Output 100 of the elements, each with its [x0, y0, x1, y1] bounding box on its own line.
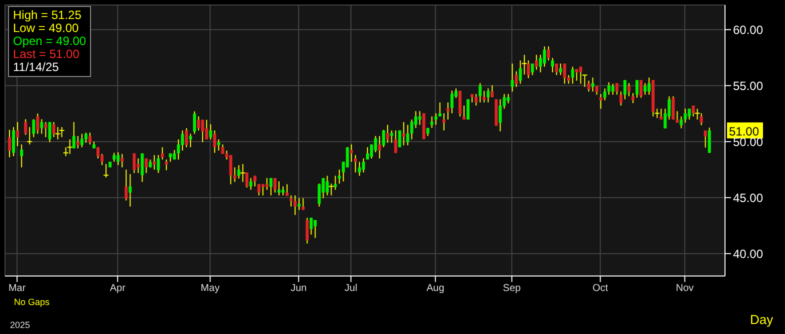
candlestick: [193, 110, 196, 134]
candlestick: [354, 154, 357, 173]
candlestick: [510, 63, 514, 92]
candlestick: [120, 153, 124, 168]
candlestick: [599, 94, 602, 110]
y-tick-label: 60.00: [733, 22, 764, 37]
candlestick: [290, 194, 293, 208]
candlestick: [547, 46, 550, 61]
candlestick: [88, 132, 92, 145]
annotation: High = 51.25: [13, 8, 82, 22]
candlestick: [84, 132, 88, 144]
candlestick: [233, 166, 236, 182]
text: 2025: [10, 320, 30, 330]
annotation: Open = 49.00: [13, 34, 86, 48]
x-tick-label: Sep: [502, 283, 522, 294]
y-tick-label: 40.00: [733, 246, 764, 261]
candlestick: [310, 217, 313, 236]
candlestick: [474, 94, 478, 106]
candlestick: [48, 122, 52, 143]
candlestick: [591, 77, 594, 92]
candlestick: [273, 178, 276, 194]
candlestick: [132, 152, 136, 174]
candlestick: [197, 116, 200, 131]
candlestick: [410, 119, 414, 140]
candlestick: [314, 220, 317, 238]
candlestick: [619, 91, 622, 106]
candlestick: [434, 112, 438, 126]
candlestick: [20, 144, 24, 168]
candlestick: [478, 82, 482, 103]
candlestick: [446, 102, 450, 120]
candlestick: [302, 198, 305, 210]
candlestick: [542, 46, 546, 68]
candlestick: [486, 88, 490, 103]
candlestick: [184, 128, 188, 148]
candlestick: [623, 80, 626, 100]
candlestick: [640, 80, 643, 98]
candlestick: [374, 136, 378, 153]
x-tick-label: Nov: [676, 283, 694, 294]
candlestick: [506, 94, 510, 104]
annotation: 11/14/25: [13, 60, 60, 74]
candlestick: [555, 63, 558, 76]
candlestick: [269, 178, 272, 196]
candlestick: [418, 110, 422, 126]
candlestick: [217, 138, 220, 152]
annotation: Low = 49.00: [13, 21, 80, 35]
x-tick-label: Aug: [426, 283, 444, 294]
candlestick: [534, 54, 538, 70]
candlestick: [40, 118, 44, 134]
candlestick: [80, 133, 84, 148]
candlestick: [36, 113, 40, 134]
candlestick: [156, 154, 160, 174]
annotation: Last = 51.00: [13, 47, 80, 61]
candlestick: [635, 80, 638, 98]
candlestick: [265, 178, 268, 190]
candlestick: [209, 124, 212, 140]
candlestick: [648, 77, 651, 96]
candlestick: [257, 184, 260, 196]
candlestick: [136, 158, 140, 174]
text: No Gaps: [14, 297, 50, 307]
candlestick: [12, 126, 16, 157]
candlestick: [366, 146, 369, 160]
candlestick: [708, 127, 711, 154]
candlestick: [607, 82, 610, 96]
candlestick: [563, 63, 566, 84]
x-tick-label: Mar: [8, 283, 26, 294]
candlestick: [402, 122, 406, 146]
candlestick: [438, 102, 442, 117]
x-tick-label: May: [200, 283, 220, 294]
candlestick: [229, 154, 232, 185]
candlestick: [189, 133, 192, 148]
candlestick: [615, 82, 618, 96]
candlestick: [261, 184, 264, 196]
candlestick: [575, 68, 578, 82]
candlestick: [128, 174, 132, 208]
candlestick: [551, 57, 554, 73]
candlestick: [16, 122, 20, 147]
candlestick: [24, 118, 28, 136]
candlestick: [611, 83, 614, 96]
candlestick: [672, 96, 675, 120]
y-tick-label: 45.00: [733, 190, 764, 205]
x-tick-label: Apr: [110, 283, 126, 294]
candlestick: [571, 66, 574, 84]
candlestick: [124, 169, 128, 201]
candlestick: [294, 194, 297, 216]
y-tick-label: 55.00: [733, 78, 764, 93]
x-tick-label: Jun: [290, 283, 307, 294]
candlestick: [32, 118, 36, 138]
candlestick: [482, 90, 486, 103]
candlestick: [603, 88, 606, 101]
candlestick: [221, 144, 224, 154]
candlestick: [462, 105, 466, 120]
candlestick: [587, 80, 590, 92]
candlestick: [116, 152, 120, 166]
candlestick: [644, 82, 647, 96]
x-tick-label: Jul: [344, 283, 358, 294]
candlestick: [559, 63, 562, 76]
candlestick: [390, 130, 394, 144]
candlestick: [704, 130, 707, 148]
candlestick: [458, 90, 462, 117]
candlestick: [286, 184, 289, 196]
